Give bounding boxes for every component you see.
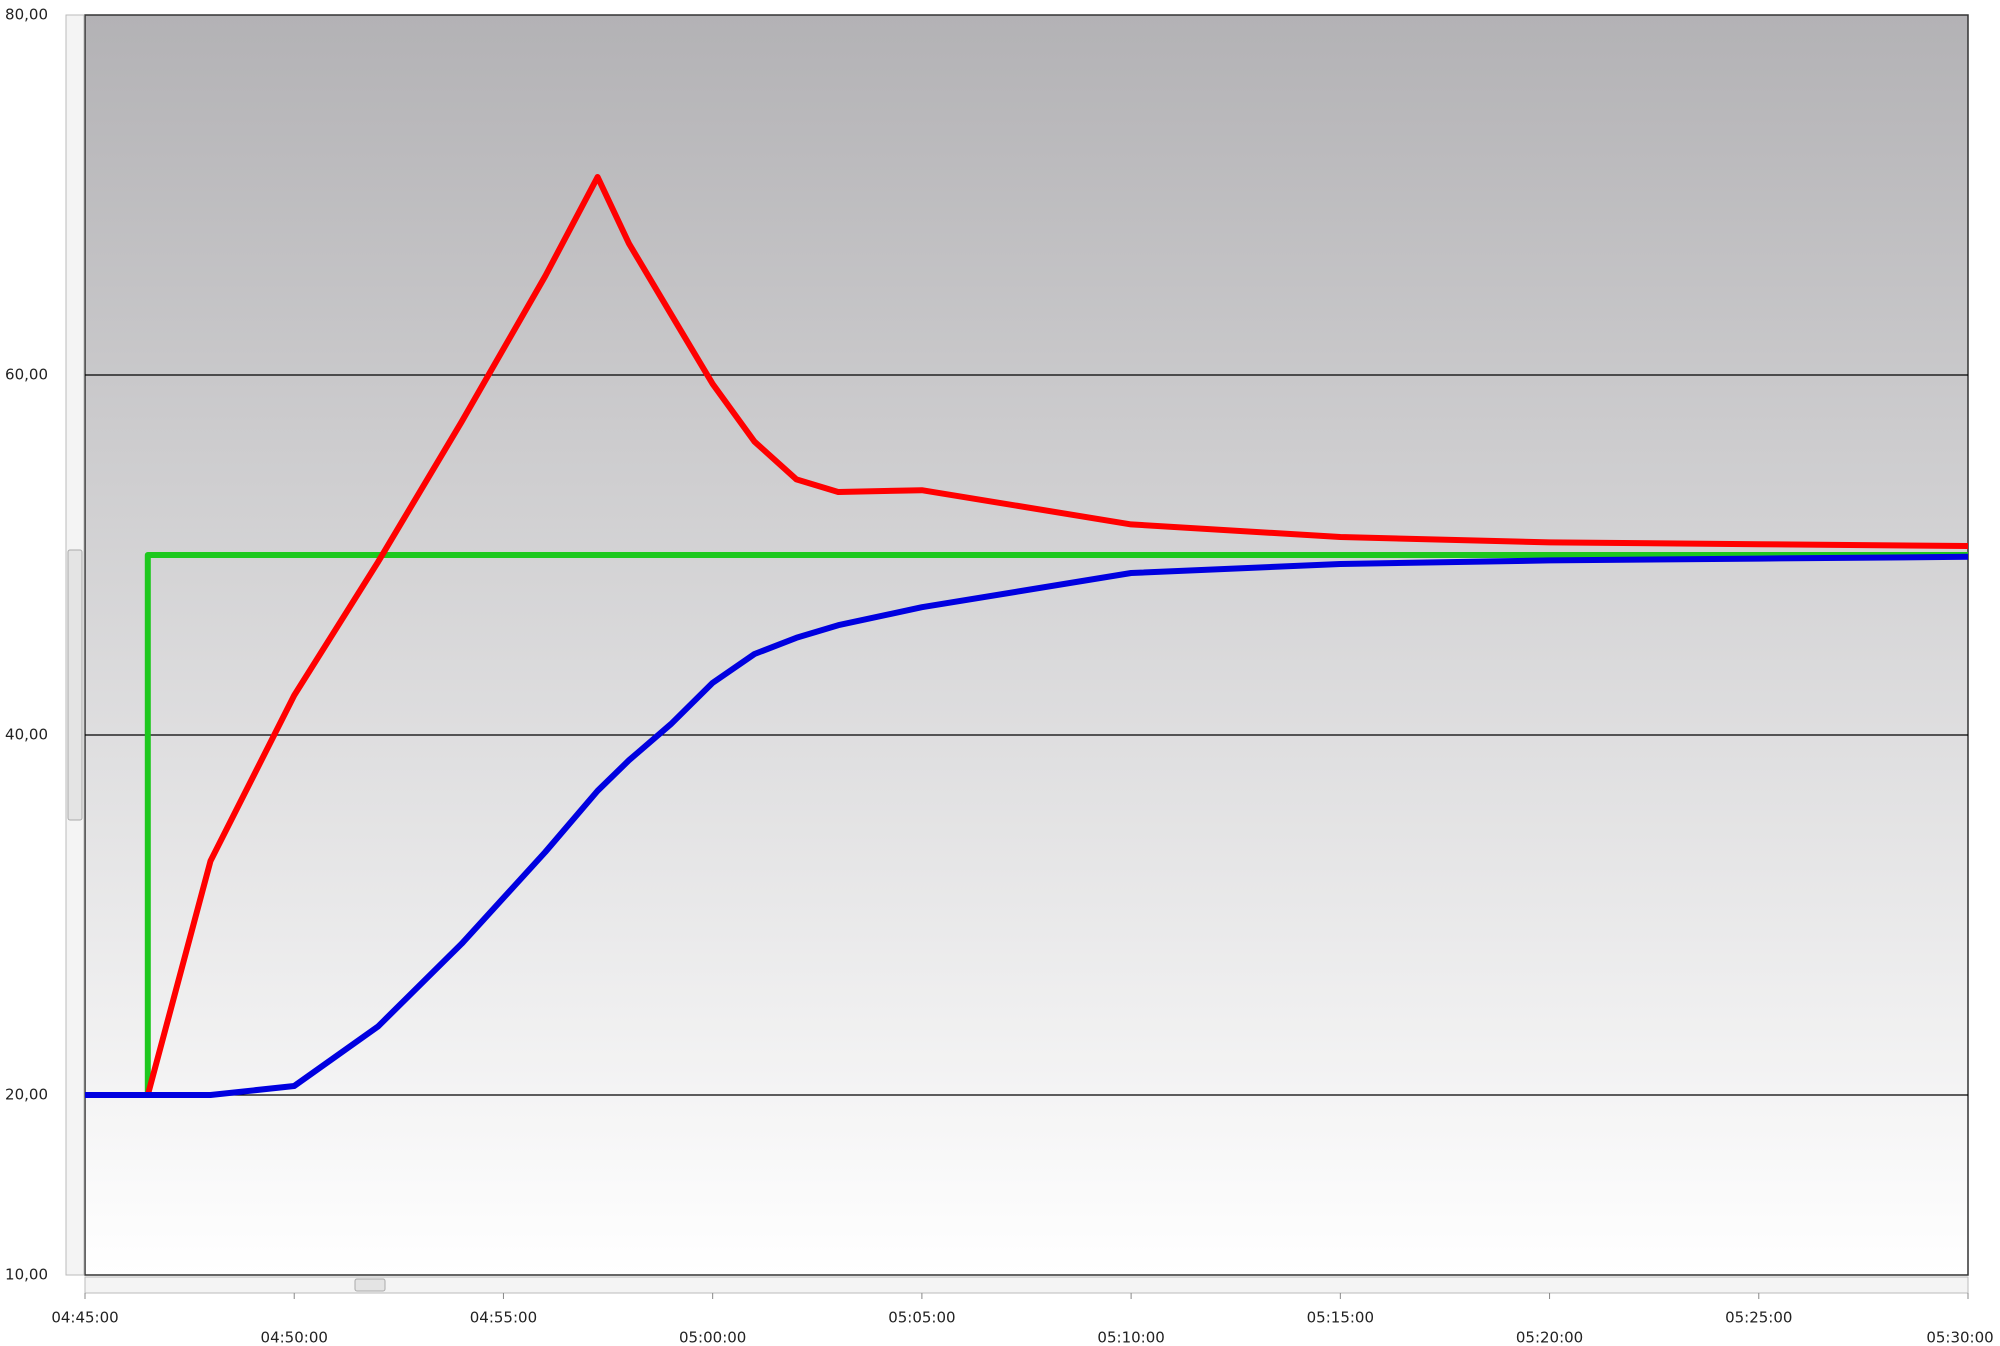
series-line	[85, 553, 1969, 1098]
x-tick-label: 05:05:00	[888, 1309, 955, 1327]
v-scroll-thumb[interactable]	[67, 549, 83, 821]
x-tick-label: 04:45:00	[51, 1309, 118, 1327]
chart-layer: 10,00 20,00 40,00 60,00 80,00 04:45:00 04:50:0…	[5, 6, 1994, 1346]
x-tick-label: 05:15:00	[1307, 1309, 1374, 1327]
x-tick-label: 05:25:00	[1725, 1309, 1792, 1327]
h-scroll-thumb[interactable]	[354, 1278, 386, 1292]
x-tick-label: 05:20:00	[1516, 1329, 1583, 1346]
h-scrollbar[interactable]	[84, 1276, 1969, 1294]
x-tick-label: 04:50:00	[261, 1329, 328, 1346]
x-tick-label: 05:00:00	[679, 1329, 746, 1346]
series-line	[85, 552, 1968, 1098]
x-tick-label: 05:30:00	[1926, 1329, 1993, 1346]
y-tick-label: 20,00	[5, 1086, 48, 1104]
y-tick-label: 10,00	[5, 1266, 48, 1284]
series-line	[85, 174, 1969, 1098]
plot-area	[84, 14, 1969, 1276]
x-tick-label: 04:55:00	[470, 1309, 537, 1327]
y-tick-label: 40,00	[5, 726, 48, 744]
x-tick-label: 05:10:00	[1097, 1329, 1164, 1346]
y-tick-label: 60,00	[5, 366, 48, 384]
y-tick-label: 80,00	[5, 6, 48, 24]
